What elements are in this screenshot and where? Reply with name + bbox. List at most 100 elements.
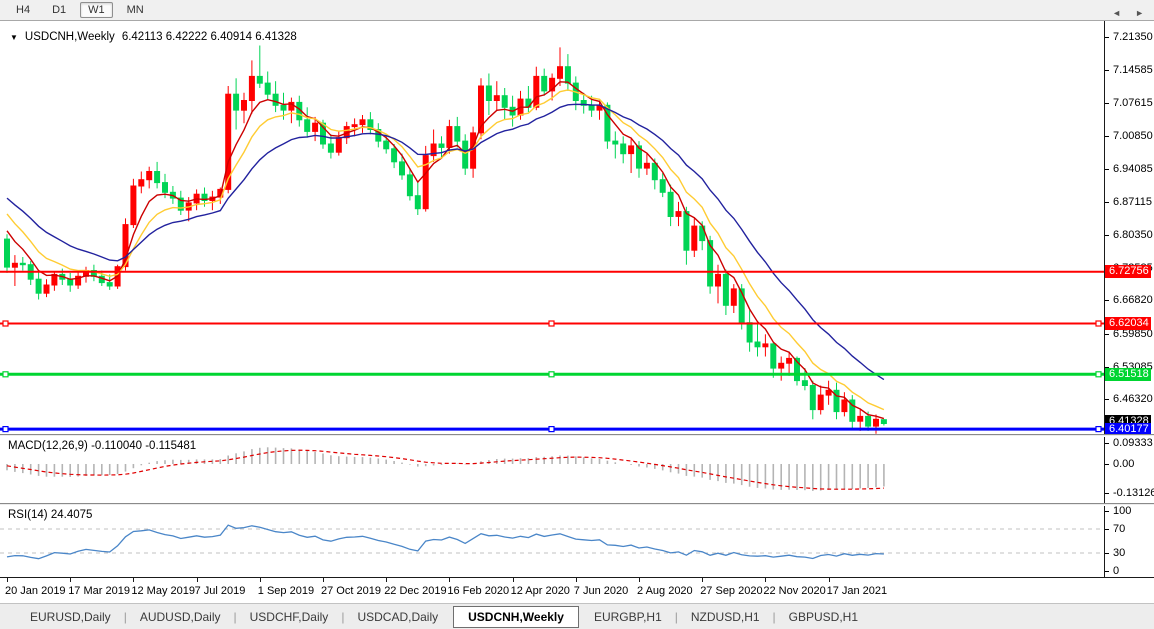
level-marker[interactable] [1095,426,1102,433]
date-tick-mark [133,578,135,582]
macd-tick-label: 0.09333 [1113,437,1153,450]
macd-tick-mark [1105,492,1109,494]
macd-tick-label: -0.131263 [1113,486,1154,499]
date-tick-label: 17 Mar 2019 [68,585,130,597]
tab-usdcnh-weekly[interactable]: USDCNH,Weekly [453,605,579,628]
date-tick-label: 7 Jun 2020 [573,585,629,597]
date-tick-mark [70,578,72,582]
date-tick-mark [639,578,640,582]
price-tick-label: 6.66820 [1113,294,1153,307]
rsi-tick-label: 30 [1113,547,1126,559]
price-axis: 7.21350 7.14585 7.07615 7.00850 6.94085 6.871… [1104,21,1154,577]
level-marker[interactable] [1095,371,1102,378]
tab-nzdusd-h1[interactable]: NZDUSD,H1 [690,609,760,624]
date-tick-mark [196,578,198,582]
date-tick-label: 2 Aug 2020 [637,585,693,597]
ma-slow-line [6,103,885,381]
date-tick-mark [575,578,577,582]
date-tick-label: 27 Sep 2020 [700,585,763,597]
rsi-tick-label: 0 [1113,565,1120,577]
pane-splitter-macd[interactable] [0,434,1154,437]
date-tick-label: 17 Jan 2021 [826,585,888,597]
tab-scroll-arrows: ◄ ► [1112,8,1144,18]
ma-mid-line [6,89,885,411]
pane-splitter-rsi[interactable] [0,503,1154,506]
price-tick-label: 6.46320 [1113,393,1153,406]
ma-fast-line [6,81,885,420]
price-tick-mark [1105,334,1109,336]
rsi-indicator-plot[interactable] [0,506,1104,577]
tab-gbpusd-h1[interactable]: GBPUSD,H1 [788,609,859,624]
date-tick-mark [828,578,830,582]
level-price-badge-6.72756: 6.72756 [1105,265,1151,279]
tab-eurgbp-h1[interactable]: EURGBP,H1 [593,609,662,624]
date-tick-mark [323,578,324,582]
level-price-badge-6.62034: 6.62034 [1105,316,1151,330]
tab-separator: | [233,609,237,624]
timeframe-button-d1[interactable]: D1 [52,4,67,16]
tab-eurusd-daily[interactable]: EURUSD,Daily [30,609,111,624]
price-tick-label: 7.07615 [1113,97,1153,110]
timeframe-button-w1[interactable]: W1 [80,2,113,18]
level-marker[interactable] [1095,320,1102,327]
tab-separator: | [674,609,678,624]
tab-separator: | [341,609,345,624]
tab-usdchf-daily[interactable]: USDCHF,Daily [249,609,329,624]
date-tick-label: 22 Nov 2020 [763,585,826,597]
rsi-tick-label: 100 [1113,505,1132,517]
date-axis[interactable]: 20 Jan 2019 17 Mar 2019 12 May 2019 7 Jul 2… [0,577,1154,603]
rsi-line [6,524,884,560]
price-tick-label: 6.59850 [1113,328,1153,341]
level-marker[interactable] [2,426,9,433]
price-chart-plot[interactable] [0,21,1104,434]
price-tick-mark [1105,366,1109,368]
macd-tick-label: 0.00 [1113,458,1135,470]
timeframe-button-mn[interactable]: MN [126,4,144,16]
price-tick-mark [1105,235,1109,237]
level-price-badge-6.40177: 6.40177 [1105,422,1151,436]
price-tick-mark [1105,168,1109,170]
rsi-tick-mark [1105,511,1109,512]
tab-audusd-daily[interactable]: AUDUSD,Daily [139,609,221,624]
date-tick-label: 1 Sep 2019 [257,585,315,597]
chart-title: ▼ USDCNH,Weekly 6.42113 6.42222 6.40914 … [10,31,297,43]
date-tick-label: 7 Jul 2019 [194,585,246,597]
macd-tick-mark [1105,443,1109,445]
date-tick-label: 20 Jan 2019 [5,585,66,597]
price-tick-mark [1105,399,1109,401]
tab-usdcad-daily[interactable]: USDCAD,Daily [357,609,439,624]
macd-name: MACD(12,26,9) [8,440,88,452]
tab-separator: | [772,609,776,624]
chart-ohlc-values: 6.42113 6.42222 6.40914 6.41328 [121,31,297,43]
macd-signal-line [6,449,884,490]
tab-scroll-right-icon[interactable]: ► [1135,8,1144,18]
rsi-tick-label: 70 [1113,523,1126,535]
price-tick-mark [1105,202,1109,204]
macd-indicator-plot[interactable] [0,437,1104,503]
date-tick-mark [259,578,261,582]
date-tick-mark [386,578,388,582]
level-marker[interactable] [2,320,9,327]
level-marker[interactable] [548,426,555,433]
price-tick-label: 6.80350 [1113,229,1153,242]
chart-symbol-period: USDCNH,Weekly [24,31,115,43]
level-marker[interactable] [548,371,555,378]
level-marker[interactable] [2,371,9,378]
date-tick-label: 12 Apr 2020 [510,585,570,597]
timeframe-button-h4[interactable]: H4 [16,4,31,16]
macd-histogram [6,447,885,491]
rsi-tick-mark [1105,529,1109,530]
date-tick-mark [7,578,8,582]
price-tick-mark [1105,103,1109,105]
price-tick-mark [1105,300,1109,302]
level-marker[interactable] [548,320,555,327]
date-tick-mark [512,578,514,582]
timeframe-toolbar: H4 D1 W1 MN [0,0,1154,21]
tab-scroll-left-icon[interactable]: ◄ [1112,8,1122,18]
chart-dropdown-caret-icon[interactable]: ▼ [10,32,18,42]
macd-label: MACD(12,26,9) -0.110040 -0.115481 [8,440,196,452]
date-tick-mark [702,578,704,582]
price-tick-label: 6.87115 [1113,196,1152,209]
macd-current-values: -0.110040 -0.115481 [91,440,197,452]
